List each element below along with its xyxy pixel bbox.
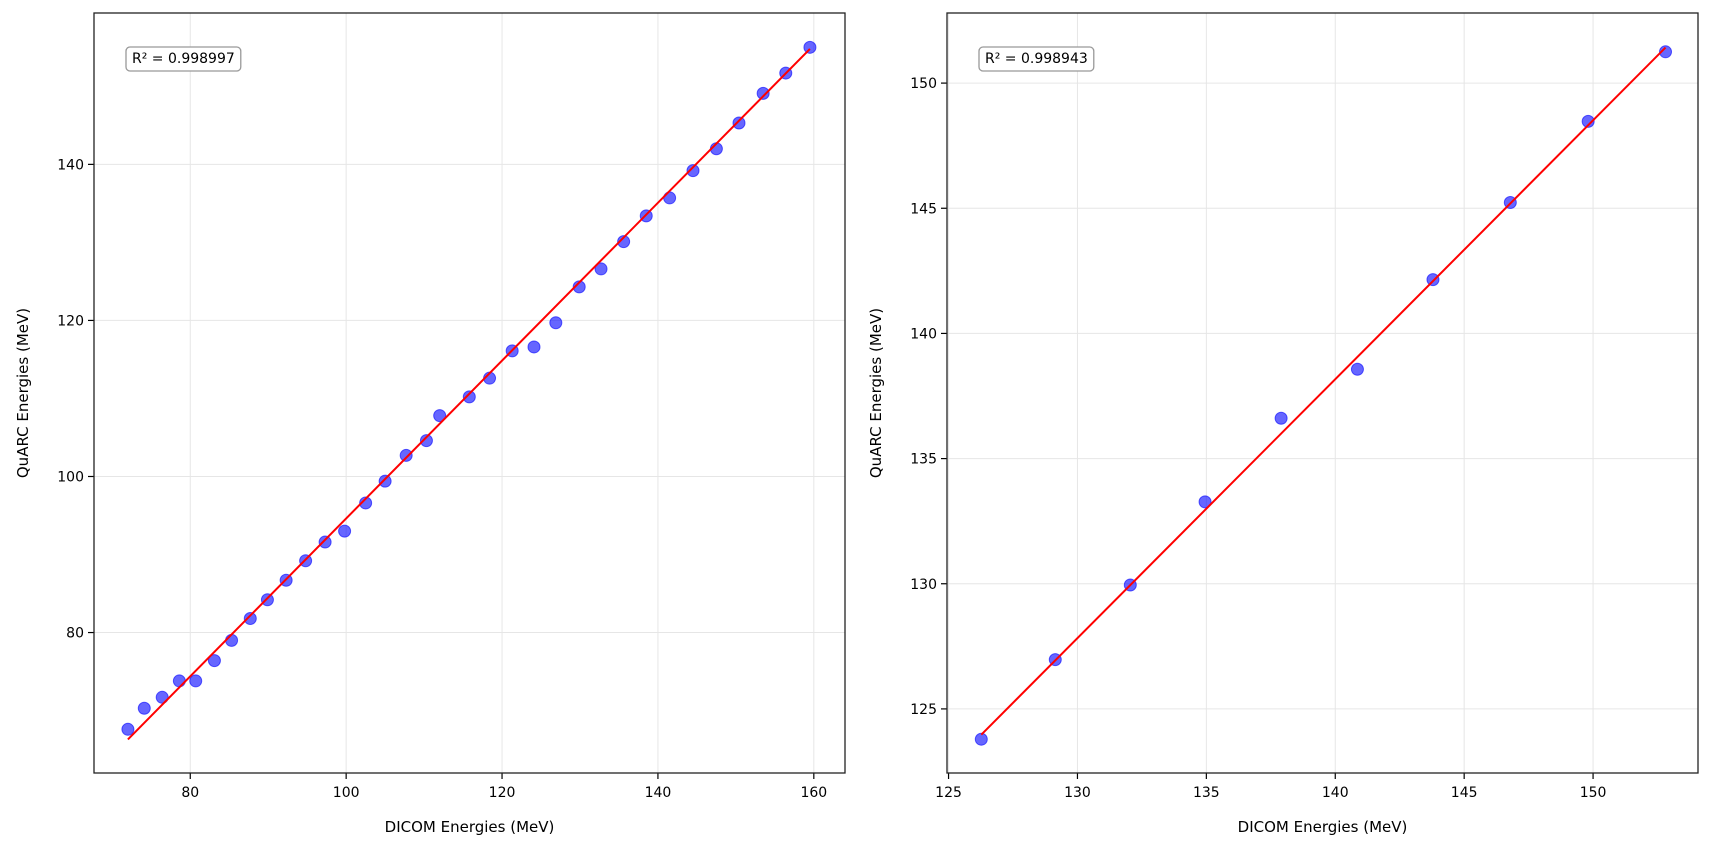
plot0-y-tick-label: 140 — [57, 157, 84, 173]
plot1-data-point — [1350, 362, 1364, 376]
left-plot-annotation: R² = 0.998997 — [132, 51, 235, 67]
plot0-data-point — [189, 674, 203, 688]
plot1-axes-frame — [946, 12, 1699, 774]
plot0-data-point — [260, 593, 274, 607]
plot0-data-point — [756, 86, 770, 100]
plot0-data-point — [137, 701, 151, 715]
right-plot: DICOM Energies (MeV) QuARC Energies (MeV… — [867, 12, 1699, 836]
plot0-data-point — [378, 474, 392, 488]
plot0-axes-frame — [93, 12, 846, 774]
plot0-x-tick-label: 120 — [489, 785, 516, 801]
plot0-data-point — [172, 674, 186, 688]
plot0-data-point — [318, 535, 332, 549]
plot1-x-tick-label: 140 — [1322, 785, 1349, 801]
plot0-fit-line — [127, 48, 811, 741]
right-plot-xlabel: DICOM Energies (MeV) — [1238, 818, 1408, 836]
plot0-data-point — [462, 390, 476, 404]
plot0-data-point — [549, 316, 563, 330]
plot0-data-point — [527, 340, 541, 354]
plot1-fit-line — [980, 46, 1667, 736]
plot1-x-tick-label: 150 — [1580, 785, 1607, 801]
plot1-y-tick-label: 135 — [910, 452, 937, 468]
plot0-x-tick-label: 160 — [800, 785, 827, 801]
plot0-data-point — [121, 722, 135, 736]
plot0-data-point — [243, 612, 257, 626]
plot1-x-tick-label: 135 — [1193, 785, 1220, 801]
plot0-data-point — [803, 40, 817, 54]
plot1-y-tick-label: 150 — [910, 76, 937, 92]
left-plot-ylabel: QuARC Energies (MeV) — [14, 308, 32, 478]
plot0-x-tick-label: 140 — [645, 785, 672, 801]
left-plot: DICOM Energies (MeV) QuARC Energies (MeV… — [14, 12, 846, 836]
plot1-y-tick-label: 140 — [910, 326, 937, 342]
plot1-y-tick-label: 145 — [910, 201, 937, 217]
plot1-data-point — [1659, 45, 1673, 59]
plot0-data-point — [399, 448, 413, 462]
plot1-data-point — [974, 732, 988, 746]
plot1-x-tick-label: 145 — [1451, 785, 1478, 801]
plot0-data-point — [617, 235, 631, 249]
plot0-y-tick-label: 100 — [57, 469, 84, 485]
plot0-data-point — [207, 654, 221, 668]
plot0-data-point — [732, 116, 746, 130]
plot1-data-point — [1274, 411, 1288, 425]
plot0-data-point — [338, 524, 352, 538]
plot1-y-tick-label: 125 — [910, 702, 937, 718]
plot1-x-tick-label: 125 — [935, 785, 962, 801]
plot1-annotation-box — [978, 46, 1095, 72]
plot1-data-point — [1426, 273, 1440, 287]
plot0-y-tick-label: 80 — [66, 626, 84, 642]
right-plot-ylabel: QuARC Energies (MeV) — [867, 308, 885, 478]
right-plot-annotation: R² = 0.998943 — [985, 51, 1088, 67]
plot0-data-point — [663, 191, 677, 205]
plot0-annotation-box — [125, 46, 242, 72]
plot1-data-point — [1581, 114, 1595, 128]
plot0-data-point — [594, 262, 608, 276]
plot0-x-tick-label: 80 — [181, 785, 199, 801]
plot0-data-point — [433, 409, 447, 423]
plot0-data-point — [686, 164, 700, 178]
left-plot-xlabel: DICOM Energies (MeV) — [385, 818, 555, 836]
plot0-data-point — [225, 633, 239, 647]
plot1-data-point — [1198, 495, 1212, 509]
plot1-x-tick-label: 130 — [1064, 785, 1091, 801]
plot0-data-point — [572, 280, 586, 294]
plot0-data-point — [419, 434, 433, 448]
plot0-y-tick-label: 120 — [57, 313, 84, 329]
plot1-y-tick-label: 130 — [910, 577, 937, 593]
plot0-data-point — [359, 496, 373, 510]
plot0-x-tick-label: 100 — [333, 785, 360, 801]
